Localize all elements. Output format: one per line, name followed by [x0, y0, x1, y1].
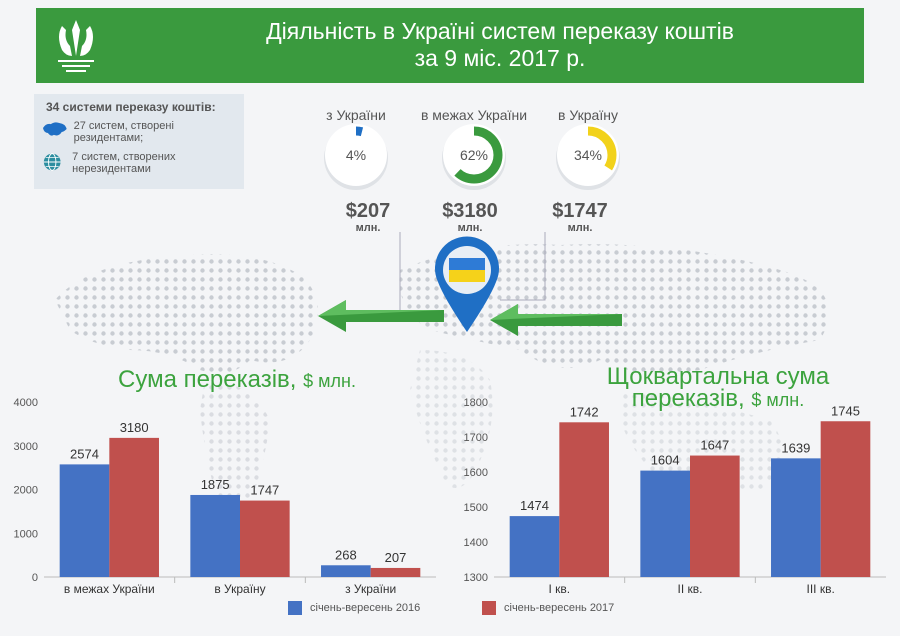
donut-arc [559, 126, 617, 184]
donut-percent: 34% [574, 147, 602, 163]
chart2-bar [771, 458, 821, 577]
legend-swatch-2016 [288, 601, 302, 615]
donut-percent: 62% [460, 147, 488, 163]
chart1-ytick: 4000 [14, 397, 38, 409]
chart2-ytick: 1300 [464, 572, 488, 584]
amount-within-ukraine: $3180 [442, 200, 498, 222]
quarterly-sum-bar-chart: 1300 1400 1500 1600 1700 1800 1474 1742 I кв. 160… [464, 397, 886, 596]
connector-lines [399, 232, 546, 310]
title-line-2: за 9 міс. 2017 р. [414, 45, 586, 71]
donut-label: в межах України [420, 107, 528, 123]
donut-0: з України 4% [296, 96, 416, 197]
chart1-bar [59, 464, 110, 577]
chart2-bar [559, 422, 609, 577]
chart2-category-label: I кв. [549, 582, 571, 596]
donut-chart: 34% [556, 124, 620, 190]
title-line-1: Діяльність в Україні систем переказу кош… [266, 18, 734, 44]
donut-arc [327, 126, 385, 184]
resident-systems-row: 27 систем, створені резидентами; [42, 120, 244, 144]
resident-systems-text: 27 систем, створені резидентами; [73, 120, 174, 144]
chart2-ytick: 1400 [464, 537, 488, 549]
ukraine-location-pin-icon [435, 236, 499, 332]
donut-chart: 62% [442, 124, 506, 190]
chart1-value-label: 207 [385, 550, 407, 565]
chart1-value-label: 1747 [250, 483, 279, 498]
transfer-sum-bar-chart: 0 1000 2000 3000 4000 2574 3180 в межах України… [14, 397, 436, 596]
arrow-left [318, 300, 444, 332]
ukraine-map-icon [42, 122, 67, 136]
donut-1: в межах України 62% [414, 96, 534, 197]
chart1-ytick: 0 [32, 572, 38, 584]
chart1-ytick: 3000 [14, 441, 38, 453]
chart1-category-label: з України [345, 582, 396, 596]
chart2-category-label: II кв. [678, 582, 703, 596]
chart2-bar [820, 421, 871, 577]
donut-2: в Україну 34% [528, 96, 648, 197]
chart2-value-label: 1604 [651, 453, 680, 468]
chart1-title-unit: $ млн. [303, 371, 356, 391]
chart1-ytick: 1000 [14, 528, 38, 540]
legend-label-2017: січень-вересень 2017 [504, 602, 615, 614]
chart2-value-label: 1742 [570, 404, 599, 419]
chart1-ytick: 2000 [14, 485, 38, 497]
chart1-value-label: 2574 [70, 446, 99, 461]
chart2-value-label: 1474 [520, 498, 549, 513]
chart1-value-label: 268 [335, 547, 357, 562]
chart2-title: Щоквартальна сума переказів, $ млн. [598, 363, 838, 412]
systems-info-box: 34 системи переказу коштів: 27 систем, с… [34, 94, 244, 189]
donut-percent: 4% [346, 147, 366, 163]
donut-arc [445, 126, 503, 184]
chart2-ytick: 1600 [464, 467, 488, 479]
chart2-ytick: 1800 [464, 397, 488, 409]
amount-from-ukraine: $207 [345, 200, 391, 222]
chart1-category-label: в Україну [214, 582, 265, 596]
world-map-background [55, 244, 829, 533]
nbu-logo [58, 20, 94, 72]
chart1-value-label: 1875 [201, 477, 230, 492]
chart1-bar [370, 567, 421, 577]
nonresident-systems-row: 7 систем, створених нерезидентами [42, 151, 244, 175]
page-title: Діяльність в Україні систем переказу кош… [156, 18, 844, 72]
chart2-ytick: 1500 [464, 502, 488, 514]
chart1-bar [190, 494, 240, 577]
arrow-right [490, 304, 622, 336]
chart2-value-label: 1639 [781, 440, 810, 455]
donut-chart: 4% [324, 124, 388, 190]
chart2-ytick: 1700 [464, 432, 488, 444]
chart2-bar [640, 470, 690, 577]
amount-from-ukraine-unit: млн. [355, 222, 381, 234]
chart2-value-label: 1745 [831, 403, 860, 418]
amount-within-ukraine-unit: млн. [457, 222, 483, 234]
donut-label: в Україну [558, 107, 618, 123]
chart1-value-label: 3180 [120, 420, 149, 435]
chart2-title-text: Щоквартальна сума переказів, [606, 363, 830, 412]
chart1-bar [240, 500, 290, 577]
chart1-bar [321, 565, 371, 577]
chart2-bar [509, 516, 560, 577]
chart1-title: Сума переказів, $ млн. [118, 368, 356, 393]
legend-swatch-2017 [482, 601, 496, 615]
systems-count-title: 34 системи переказу коштів: [46, 100, 216, 114]
chart2-title-unit: $ млн. [751, 390, 805, 410]
legend-item-2016: січень-вересень 2016 [288, 601, 420, 615]
chart2-bar [690, 455, 740, 577]
globe-icon [43, 153, 61, 171]
chart1-bar [109, 437, 159, 577]
chart2-value-label: 1647 [700, 438, 729, 453]
donut-label: з України [326, 107, 386, 123]
legend-item-2017: січень-вересень 2017 [482, 601, 614, 615]
amount-to-ukraine: $1747 [552, 200, 608, 222]
donut-face [325, 124, 387, 186]
legend-label-2016: січень-вересень 2016 [310, 602, 421, 614]
chart1-category-label: в межах України [64, 582, 155, 596]
amount-to-ukraine-unit: млн. [567, 222, 593, 234]
chart1-title-text: Сума переказів, [118, 366, 297, 393]
chart2-category-label: III кв. [807, 582, 835, 596]
header-banner: Діяльність в Україні систем переказу кош… [36, 8, 864, 83]
nonresident-systems-text: 7 систем, створених нерезидентами [72, 151, 176, 175]
